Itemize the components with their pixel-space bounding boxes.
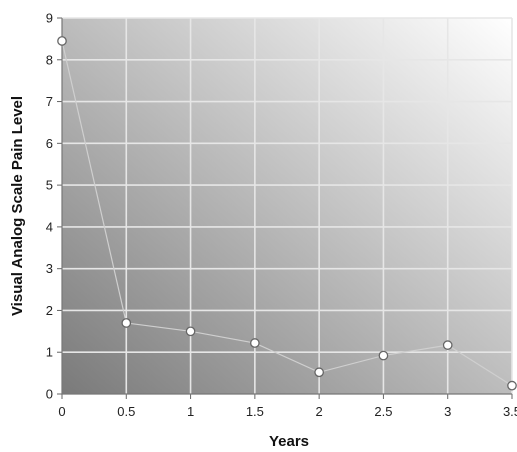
y-tick-label: 9 xyxy=(46,11,53,26)
data-point xyxy=(507,380,517,391)
data-point xyxy=(442,340,453,350)
y-tick-label: 0 xyxy=(46,387,53,402)
x-tick-label: 3.5 xyxy=(503,404,517,419)
x-axis-title: Years xyxy=(269,433,309,450)
y-tick-label: 3 xyxy=(46,261,53,276)
data-point xyxy=(250,338,260,348)
y-tick-label: 2 xyxy=(46,303,53,318)
x-tick-label: 2.5 xyxy=(374,404,392,419)
data-point xyxy=(378,350,389,361)
y-tick-label: 6 xyxy=(46,136,53,151)
y-tick-label: 1 xyxy=(46,345,53,360)
x-tick-label: 3 xyxy=(444,404,451,419)
series xyxy=(57,36,517,391)
y-tick-labels: 0 1 2 3 4 5 6 7 8 9 xyxy=(46,11,53,402)
y-tick-label: 8 xyxy=(46,52,53,67)
series-line xyxy=(61,40,513,387)
plot-area xyxy=(62,18,512,394)
x-tick-labels: 0 0.5 1 1.5 2 2.5 3 3.5 xyxy=(58,404,517,419)
y-tick-label: 5 xyxy=(46,178,53,193)
x-tick-label: 1.5 xyxy=(246,404,264,419)
y-tick-label: 4 xyxy=(46,219,53,234)
x-tick-label: 0.5 xyxy=(117,404,135,419)
axes xyxy=(57,17,513,399)
x-tick-label: 0 xyxy=(58,404,65,419)
y-axis-title: Visual Analog Scale Pain Level xyxy=(9,96,26,316)
data-point xyxy=(121,318,132,328)
y-tick-label: 7 xyxy=(46,94,53,109)
data-point xyxy=(314,367,324,378)
x-tick-label: 1 xyxy=(187,404,194,419)
data-point xyxy=(185,326,196,337)
data-point xyxy=(57,36,67,46)
gridlines xyxy=(62,17,513,394)
x-tick-label: 2 xyxy=(316,404,323,419)
